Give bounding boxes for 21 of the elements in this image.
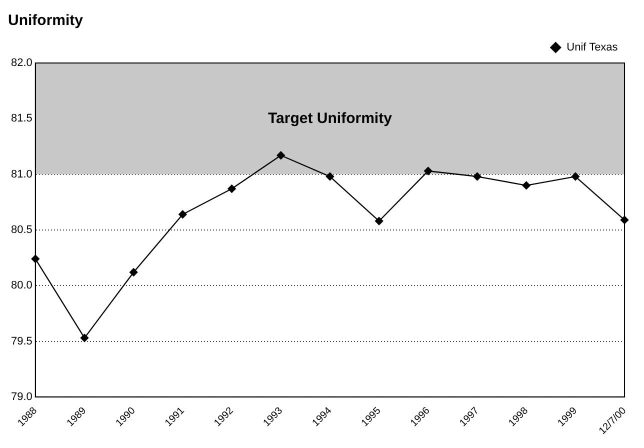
point — [326, 172, 334, 181]
y-tick-label: 81.0 — [10, 168, 32, 180]
point — [228, 184, 236, 193]
point — [80, 334, 89, 342]
point — [522, 181, 530, 190]
band-label: Target Uniformity — [268, 110, 393, 127]
y-tick-label: 79.0 — [10, 390, 32, 403]
y-tick-label: 79.5 — [10, 335, 32, 348]
point — [129, 268, 138, 276]
y-tick-label: 80.0 — [10, 280, 32, 292]
point — [276, 151, 285, 160]
chart-title: Uniformity — [8, 12, 84, 30]
point — [178, 210, 187, 218]
y-tick-label: 82.0 — [10, 57, 32, 70]
y-tick-label: 80.5 — [10, 224, 32, 236]
point — [424, 166, 432, 176]
point — [571, 172, 580, 181]
point — [374, 216, 384, 226]
legend-label: Unif Texas — [566, 42, 618, 54]
point — [473, 172, 482, 181]
y-tick-label: 81.5 — [10, 112, 32, 125]
